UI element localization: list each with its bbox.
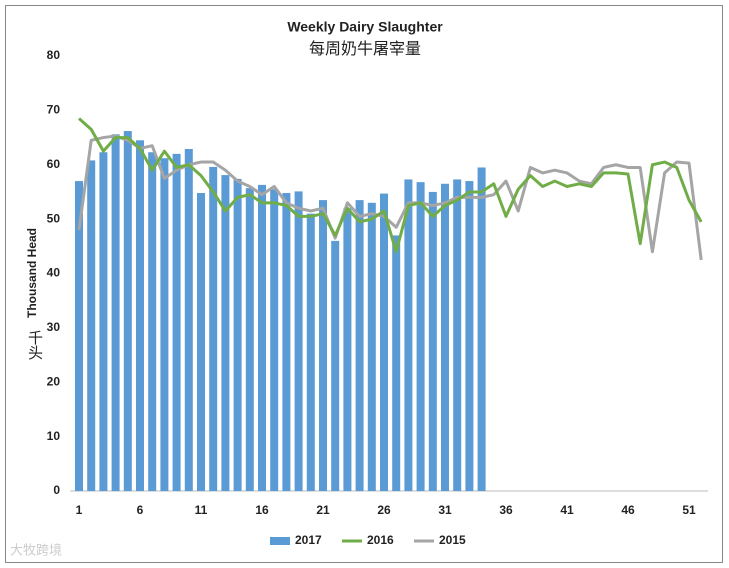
- y-tick-label: 30: [47, 320, 61, 334]
- x-tick-label: 11: [195, 503, 208, 517]
- bar: [75, 181, 83, 491]
- bar: [477, 167, 486, 491]
- y-tick-label: 10: [47, 429, 61, 443]
- bar: [221, 175, 230, 492]
- x-tick-label: 46: [621, 503, 635, 517]
- y-tick-label: 60: [47, 157, 61, 171]
- bar: [148, 152, 157, 491]
- bar: [111, 134, 120, 492]
- chart-title: Weekly Dairy Slaughter: [287, 19, 443, 35]
- line-series: [78, 117, 703, 254]
- x-tick-label: 26: [377, 503, 391, 517]
- bar: [209, 166, 218, 492]
- bar: [233, 178, 242, 491]
- x-tick-label: 51: [682, 503, 696, 517]
- bar: [343, 208, 352, 491]
- bar: [87, 160, 96, 491]
- bar: [428, 191, 437, 491]
- x-tick-label: 41: [560, 503, 574, 517]
- x-tick-label: 36: [499, 503, 513, 517]
- bar: [136, 140, 144, 491]
- bar: [404, 179, 413, 491]
- bar: [245, 188, 254, 491]
- bar: [270, 189, 279, 491]
- bar: [355, 200, 364, 491]
- y-tick-label: 40: [47, 266, 61, 280]
- bar: [197, 193, 205, 491]
- bar: [465, 181, 474, 491]
- bar: [160, 158, 169, 491]
- bar: [392, 235, 401, 491]
- x-tick-label: 6: [137, 503, 144, 517]
- bar: [282, 193, 291, 491]
- bar: [172, 153, 181, 491]
- bar: [441, 183, 449, 491]
- bar: [416, 182, 425, 491]
- bar: [453, 179, 462, 491]
- x-tick-label: 1: [76, 503, 83, 517]
- y-axis-label: Thousand Head: [25, 228, 39, 318]
- bar: [99, 152, 108, 491]
- bar: [306, 213, 315, 491]
- bar: [367, 202, 376, 491]
- y-tick-label: 70: [47, 103, 61, 117]
- x-tick-label: 16: [255, 503, 269, 517]
- bar: [123, 131, 132, 491]
- x-tick-label: 31: [438, 503, 452, 517]
- legend-swatch: [270, 537, 290, 545]
- bar: [319, 200, 327, 491]
- bar: [380, 193, 388, 491]
- y-tick-label: 50: [47, 211, 61, 225]
- y-axis-label-cn: 千头: [26, 330, 43, 360]
- legend-label: 2016: [367, 533, 394, 547]
- chart-subtitle: 每周奶牛屠宰量: [309, 40, 421, 58]
- legend-label: 2015: [439, 533, 466, 547]
- legend-label: 2017: [295, 533, 322, 547]
- bar: [331, 240, 340, 491]
- watermark: 大牧跨境: [10, 542, 62, 557]
- bar: [184, 148, 193, 491]
- bar: [258, 184, 266, 491]
- bar: [294, 191, 303, 492]
- y-tick-label: 0: [53, 483, 60, 497]
- y-tick-label: 80: [47, 48, 61, 62]
- y-tick-label: 20: [47, 374, 61, 388]
- x-tick-label: 21: [316, 503, 330, 517]
